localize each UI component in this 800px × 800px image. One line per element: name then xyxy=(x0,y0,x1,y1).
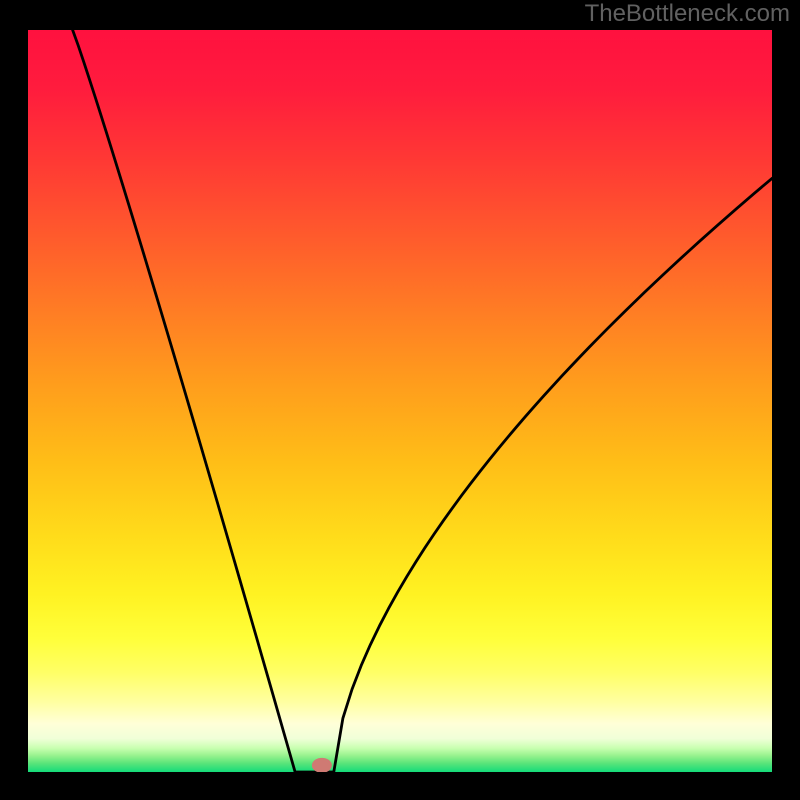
bottleneck-chart xyxy=(28,30,772,772)
watermark-text: TheBottleneck.com xyxy=(585,0,790,28)
gradient-background xyxy=(28,30,772,772)
plot-area xyxy=(28,30,772,772)
chart-frame: TheBottleneck.com xyxy=(0,0,800,800)
